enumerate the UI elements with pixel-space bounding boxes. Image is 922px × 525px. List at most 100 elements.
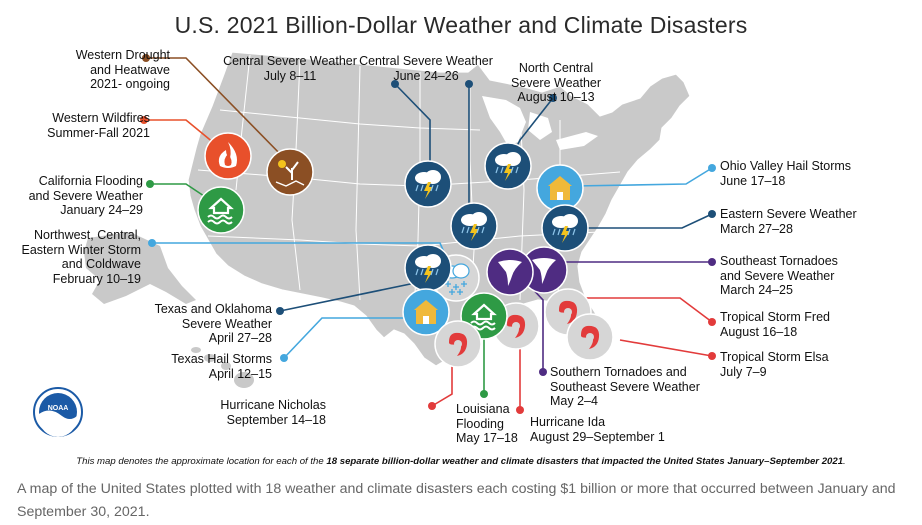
event-label-line: Central Severe Weather <box>359 54 493 68</box>
leader-dot-eastern-severe <box>708 210 716 218</box>
event-label-texas-hail: Texas Hail Storms April 12–15 <box>171 352 272 381</box>
severe-storm-icon <box>404 160 452 208</box>
noaa-logo-text: NOAA <box>48 405 69 412</box>
event-label-line: Southern Tornadoes and <box>550 365 687 379</box>
leader-line-eastern-severe <box>580 213 713 229</box>
leader-dot-central-severe-july <box>391 80 399 88</box>
event-label-ohio-valley-hail: Ohio Valley Hail Storms June 17–18 <box>720 159 851 188</box>
leader-line-western-drought <box>148 57 287 161</box>
leader-dot-tropical-storm-elsa <box>708 352 716 360</box>
leader-line-tropical-storm-elsa <box>619 339 713 357</box>
severe-storm-icon <box>484 142 532 190</box>
leader-dot-northwest-winter-storm <box>148 239 156 247</box>
event-label-hurricane-nicholas: Hurricane Nicholas September 14–18 <box>220 398 326 427</box>
event-label-line: January 24–29 <box>60 203 143 217</box>
leader-line-ohio-valley-hail <box>573 167 713 187</box>
tornado-icon <box>486 248 534 296</box>
event-label-line: California Flooding <box>38 174 143 188</box>
event-label-line: August 10–13 <box>517 90 595 104</box>
great-lakes <box>482 96 598 150</box>
hurricane-icon <box>434 320 482 368</box>
leader-dot-north-central-severe <box>549 94 557 102</box>
event-label-line: and Coldwave <box>61 257 141 271</box>
leader-dot-southern-tornadoes <box>539 368 547 376</box>
event-label-north-central-severe: North Central Severe Weather August 10–13 <box>476 61 636 105</box>
event-label-hurricane-ida: Hurricane Ida August 29–September 1 <box>530 415 665 444</box>
event-label-line: Flooding <box>456 416 504 431</box>
leader-line-california-flooding <box>150 183 211 201</box>
event-label-line: Western Wildfires <box>52 111 150 125</box>
event-label-line: Tropical Storm Fred <box>720 310 830 324</box>
event-label-line: June 24–26 <box>393 68 459 83</box>
flood-icon <box>197 186 245 234</box>
event-label-line: September 14–18 <box>226 412 326 427</box>
event-label-line: July 7–9 <box>720 364 767 379</box>
event-label-california-flooding: California Flooding and Severe Weather Jan… <box>29 174 143 218</box>
event-label-line: Southeast Tornadoes <box>720 254 838 268</box>
leader-dot-tropical-storm-fred <box>708 318 716 326</box>
severe-storm-icon <box>450 202 498 250</box>
event-label-line: Western Drought <box>75 48 170 62</box>
map-title: U.S. 2021 Billion-Dollar Weather and Cli… <box>174 12 748 38</box>
event-label-line: Eastern Winter Storm <box>21 242 141 257</box>
event-label-southeast-tornadoes: Southeast Tornadoes and Severe Weather Mar… <box>720 254 838 298</box>
event-label-line: Severe Weather <box>510 75 602 90</box>
leader-line-texas-oklahoma-severe <box>279 281 421 312</box>
event-label-line: Northwest, Central, <box>34 228 141 242</box>
leader-line-western-wildfires <box>146 119 221 149</box>
event-label-line: Tropical Storm Elsa <box>720 350 829 364</box>
event-label-line: April 12–15 <box>208 366 272 381</box>
event-label-line: April 27–28 <box>208 331 272 345</box>
alaska-landmass <box>84 232 196 304</box>
event-label-line: March 24–25 <box>720 283 793 297</box>
event-label-line: August 16–18 <box>720 324 798 339</box>
leader-dot-central-severe-june <box>465 80 473 88</box>
leader-line-hurricane-nicholas <box>431 364 453 407</box>
event-label-central-severe-july: Central Severe Weather July 8–11 <box>210 54 370 83</box>
event-label-tropical-storm-fred: Tropical Storm Fred August 16–18 <box>720 310 830 339</box>
severe-storm-icon <box>404 244 452 292</box>
drought-icon <box>266 148 314 196</box>
event-label-line: August 29–September 1 <box>530 429 665 444</box>
event-label-line: May 2–4 <box>550 394 598 408</box>
event-label-line: February 10–19 <box>52 271 141 286</box>
wildfire-icon <box>204 132 252 180</box>
leader-dot-hurricane-nicholas <box>428 402 436 410</box>
event-label-line: Summer-Fall 2021 <box>47 125 150 140</box>
event-label-line: Texas Hail Storms <box>171 352 272 366</box>
event-label-line: March 27–28 <box>720 221 793 236</box>
event-label-line: and Severe Weather <box>720 268 835 283</box>
map-footnote: This map denotes the approximate locatio… <box>76 456 846 467</box>
event-label-line: Severe Weather <box>181 316 272 331</box>
event-label-line: Southeast Severe Weather <box>550 379 700 394</box>
noaa-logo: NOAA <box>33 387 83 437</box>
event-label-line: North Central <box>518 61 594 75</box>
leader-dot-louisiana-flooding <box>480 390 488 398</box>
event-label-line: 2021- ongoing <box>90 77 170 91</box>
event-label-eastern-severe: Eastern Severe Weather March 27–28 <box>720 207 857 236</box>
leader-line-tropical-storm-fred <box>582 297 713 323</box>
leader-dot-hurricane-ida <box>516 406 524 414</box>
event-label-line: Texas and Oklahoma <box>154 302 272 316</box>
leader-dot-western-drought <box>142 54 150 62</box>
event-label-line: May 17–18 <box>456 431 518 445</box>
leader-dot-ohio-valley-hail <box>708 164 716 172</box>
leader-dot-california-flooding <box>146 180 154 188</box>
event-label-line: Hurricane Nicholas <box>220 398 326 412</box>
event-label-line: and Severe Weather <box>28 188 143 203</box>
event-label-central-severe-june: Central Severe Weather June 24–26 <box>346 54 506 83</box>
leader-line-texas-hail <box>283 317 412 359</box>
event-label-line: Hurricane Ida <box>530 415 606 429</box>
leader-line-central-severe-july <box>394 83 431 170</box>
event-label-line: Louisiana <box>456 402 510 416</box>
leader-dot-western-wildfires <box>140 116 148 124</box>
event-label-southern-tornadoes: Southern Tornadoes and Southeast Severe W… <box>550 365 700 409</box>
event-label-northwest-winter-storm: Northwest, Central, Eastern Winter Storm a… <box>22 228 141 286</box>
hurricane-icon <box>566 313 614 361</box>
hail-icon <box>536 164 584 212</box>
leader-dot-texas-hail <box>280 354 288 362</box>
severe-storm-icon <box>541 204 589 252</box>
event-label-western-drought: Western Drought and Heatwave 2021- ongoing <box>76 48 170 92</box>
